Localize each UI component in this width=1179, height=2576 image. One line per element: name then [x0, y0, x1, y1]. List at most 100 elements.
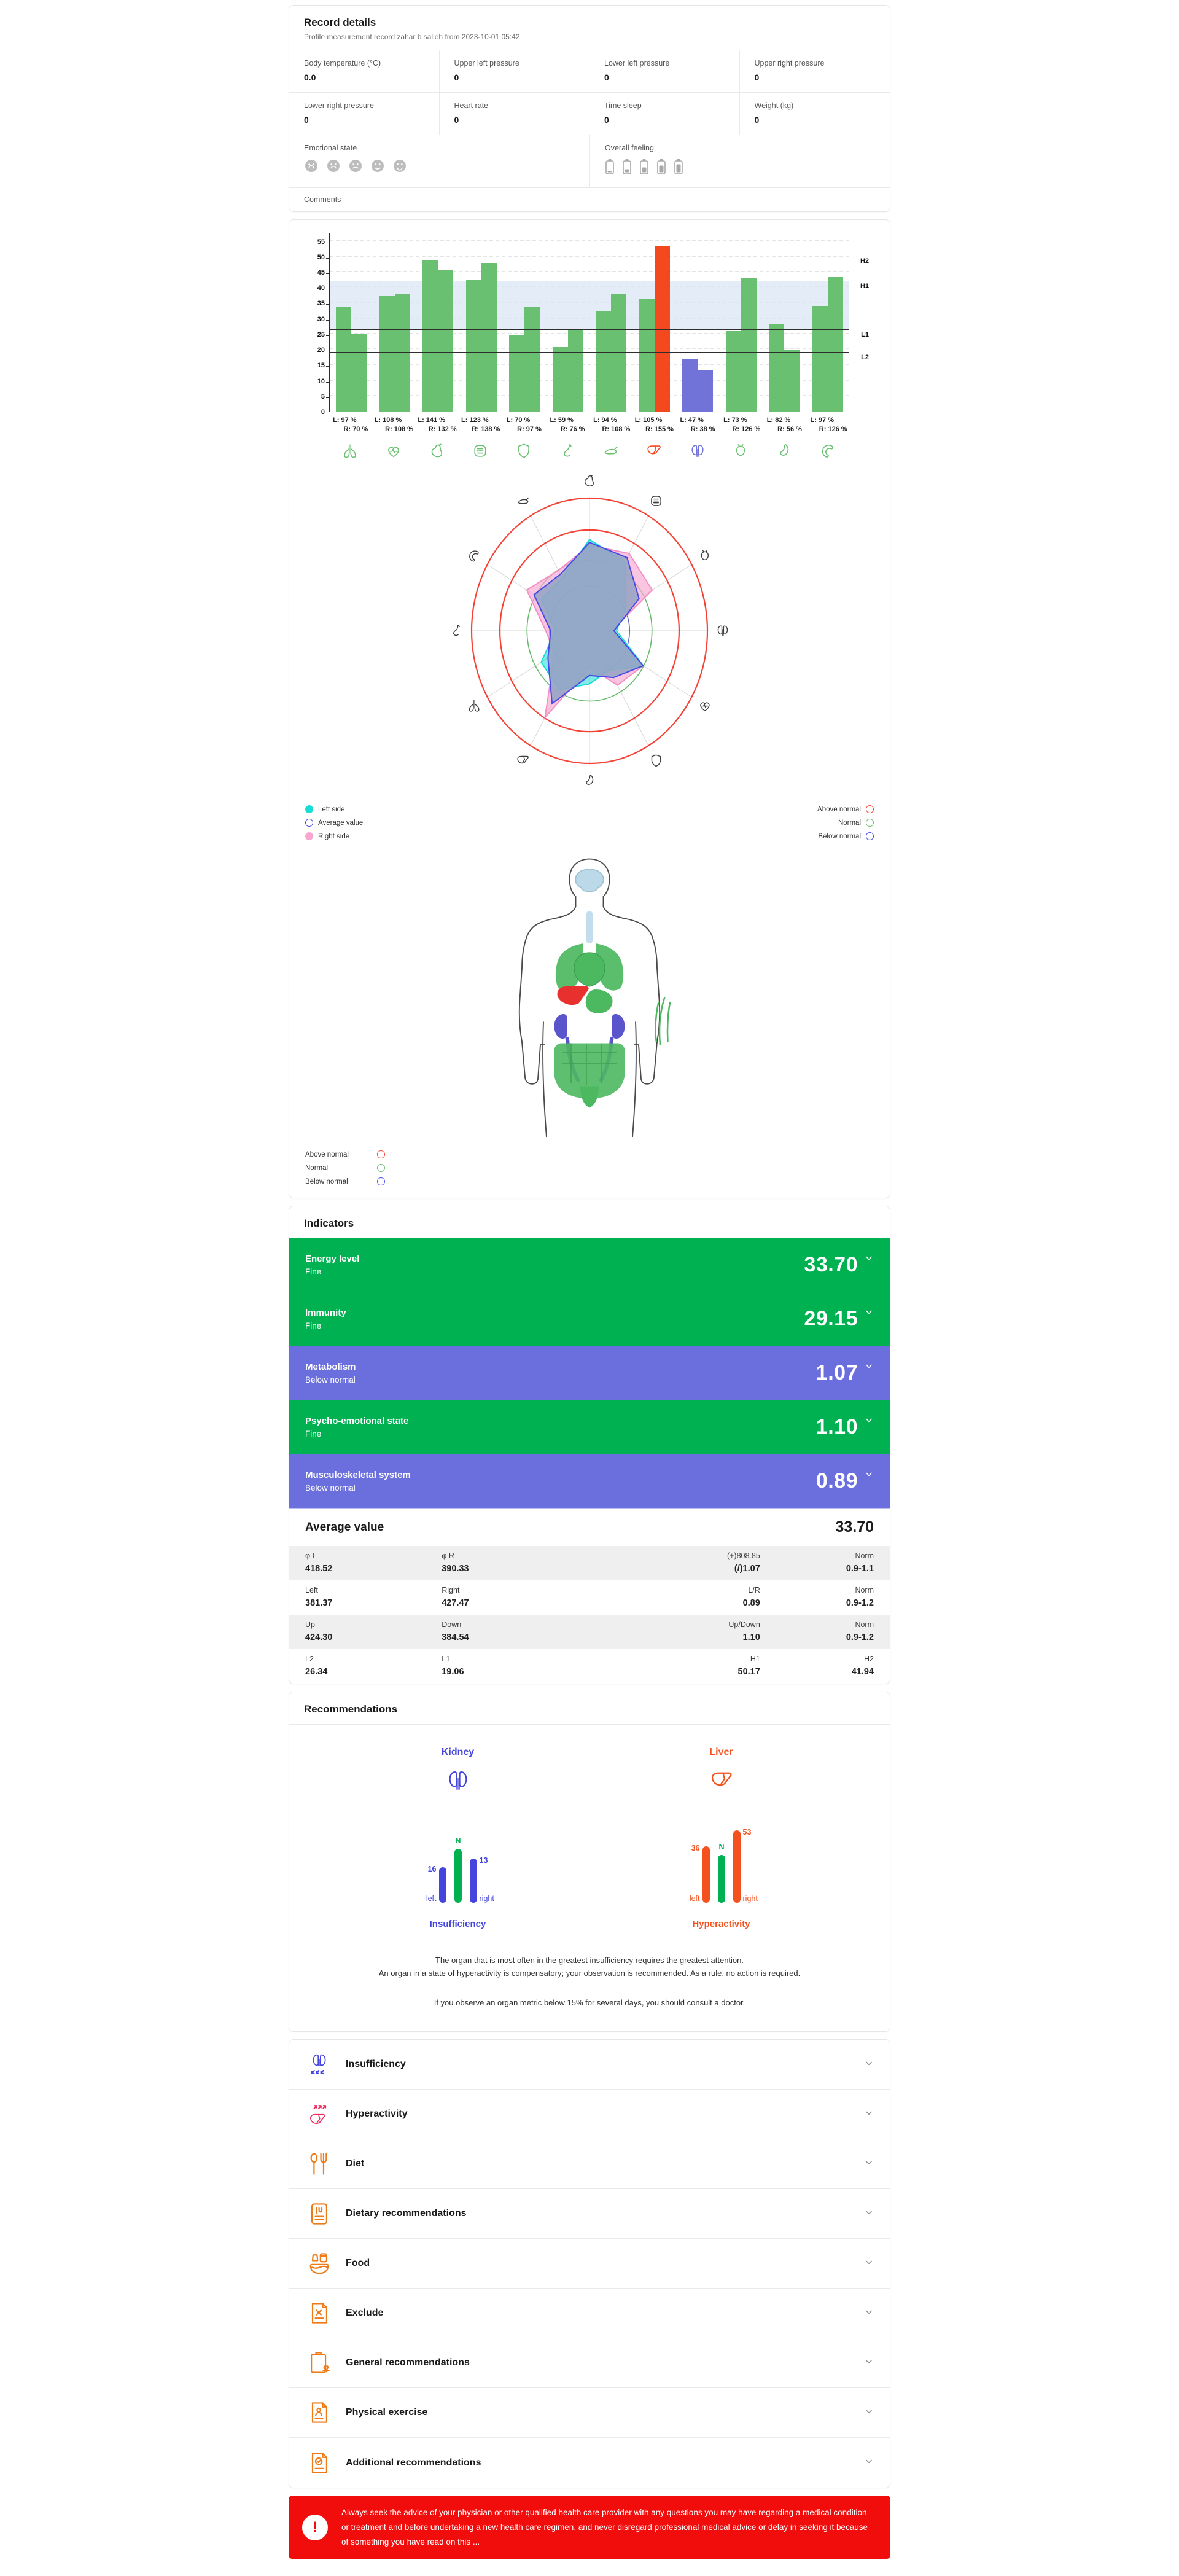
immune-system-left-bar[interactable]: [509, 335, 525, 412]
section-hyperactivity[interactable]: Hyperactivity: [289, 2090, 890, 2140]
organ-icon-cell-heart[interactable]: [415, 433, 459, 460]
stat-label: Up/Down: [728, 1620, 760, 1629]
stats-row: Left 381.37 Right 427.47 L/R 0.89 Norm 0.9-1.2: [289, 1580, 890, 1615]
organ-icon-cell-colon[interactable]: [806, 433, 849, 460]
stat-value: 0.9-1.2: [846, 1633, 874, 1642]
indicator-row-energy-level[interactable]: Energy level Fine 33.70: [289, 1238, 890, 1292]
small-intestine-left-bar[interactable]: [465, 280, 481, 412]
pancreas-left-bar[interactable]: [596, 311, 612, 412]
stats-cell: Up 424.30: [305, 1620, 442, 1642]
heart-left-bar[interactable]: [422, 259, 438, 412]
colon-left-bar[interactable]: [812, 306, 828, 412]
section-diet[interactable]: Diet: [289, 2139, 890, 2190]
lungs-left-bar[interactable]: [336, 307, 352, 412]
stat-value: 381.37: [305, 1598, 333, 1608]
chevron-down-icon: [866, 2310, 872, 2314]
battery-5-icon[interactable]: [674, 158, 683, 178]
emotion-face-4-icon[interactable]: [370, 158, 385, 176]
bladder-left-bar[interactable]: [725, 331, 741, 412]
gallbladder-left-bar[interactable]: [769, 323, 785, 412]
organ-icon-cell-lungs[interactable]: [329, 433, 372, 460]
left-percent: L: 97 %: [810, 416, 834, 424]
bladder-right-bar[interactable]: [741, 277, 757, 412]
record-details-header: Record details Profile measurement recor…: [289, 6, 890, 50]
organ-icon-cell-bladder[interactable]: [719, 433, 763, 460]
note-hyperactivity: An organ in a state of hyperactivity is …: [378, 1969, 801, 1978]
heart-right-bar[interactable]: [438, 269, 454, 412]
emotion-face-3-icon[interactable]: [348, 158, 363, 176]
kidneys-left-bar[interactable]: [682, 359, 698, 412]
left-percent: L: 59 %: [550, 416, 574, 424]
section-dietary-recommendations[interactable]: Dietary recommendations: [289, 2189, 890, 2239]
immune-system-right-bar[interactable]: [524, 307, 540, 412]
battery-1-icon[interactable]: [605, 158, 615, 178]
x-label-kidneys: L: 47 % R: 38 %: [675, 412, 719, 433]
right-percent: R: 108 %: [602, 426, 631, 433]
overall-feeling-rating[interactable]: [605, 158, 875, 178]
pancreas-right-bar[interactable]: [611, 294, 627, 412]
battery-3-icon[interactable]: [639, 158, 649, 178]
indicator-label: Metabolism: [305, 1362, 356, 1372]
organ-icon-cell-gallbladder[interactable]: [763, 433, 806, 460]
indicator-row-musculoskeletal-system[interactable]: Musculoskeletal system Below normal 0.89: [289, 1454, 890, 1509]
organ-icon-cell-liver[interactable]: [632, 433, 676, 460]
emotion-face-1-icon[interactable]: [304, 158, 319, 176]
record-field: Body temperature (°C) 0.0: [289, 50, 440, 93]
gridline: [330, 271, 849, 273]
duodenum-right-bar[interactable]: [567, 329, 583, 412]
indicator-row-psycho-emotional-state[interactable]: Psycho-emotional state Fine 1.10: [289, 1400, 890, 1454]
section-insufficiency[interactable]: Insufficiency: [289, 2040, 890, 2090]
recommendations-title: Recommendations: [304, 1703, 398, 1715]
chevron-down-icon: [866, 1418, 872, 1423]
comments-label: Comments: [304, 195, 341, 204]
left-bar-value: 16: [427, 1865, 437, 1873]
organ-icon-cell-immune-system[interactable]: [502, 433, 546, 460]
indicator-row-immunity[interactable]: Immunity Fine 29.15: [289, 1292, 890, 1346]
stats-cell: Up/Down 1.10: [578, 1620, 760, 1642]
emotion-face-2-icon[interactable]: [326, 158, 341, 176]
stat-value: 418.52: [305, 1564, 333, 1574]
colon-right-bar[interactable]: [827, 277, 843, 412]
gallbladder-right-bar[interactable]: [784, 349, 800, 412]
radar-axis-heart-icon: [584, 474, 594, 486]
bar-group-duodenum: [547, 233, 590, 412]
section-icon-box: [305, 2051, 333, 2078]
food-icon: [309, 2253, 329, 2274]
section-general-recommendations[interactable]: General recommendations: [289, 2338, 890, 2389]
cardiovascular-system-right-bar[interactable]: [394, 294, 410, 412]
organ-icon-cell-small-intestine[interactable]: [459, 433, 502, 460]
organ-icon-cell-pancreas[interactable]: [589, 433, 632, 460]
section-food[interactable]: Food: [289, 2239, 890, 2289]
indicator-row-metabolism[interactable]: Metabolism Below normal 1.07: [289, 1346, 890, 1400]
emotional-state-rating[interactable]: [304, 158, 575, 176]
small-intestine-right-bar[interactable]: [481, 262, 497, 412]
organ-icon-cell-kidneys[interactable]: [675, 433, 719, 460]
kidneys-right-bar[interactable]: [698, 369, 714, 412]
section-physical-exercise[interactable]: Physical exercise: [289, 2388, 890, 2438]
gridline: [330, 394, 849, 396]
comments-row[interactable]: Comments: [289, 187, 890, 211]
organ-mini-chart: 16 left N 13 right: [426, 1811, 494, 1903]
lungs-right-bar[interactable]: [351, 334, 367, 412]
duodenum-left-bar[interactable]: [552, 347, 568, 412]
section-additional-recommendations[interactable]: Additional recommendations: [289, 2438, 890, 2488]
section-icon-box: [305, 2300, 333, 2327]
bar-chart: 0 5 10 15 20 25 30 35 40 45 50 55 H2 H1 L1 L2 L: 97 % R:…: [289, 220, 890, 466]
indicator-value: 0.89: [815, 1469, 858, 1493]
emotion-face-5-icon[interactable]: [392, 158, 407, 176]
liver-left-bar[interactable]: [639, 298, 655, 412]
chevron-down-icon: [866, 1310, 872, 1314]
battery-2-icon[interactable]: [622, 158, 632, 178]
battery-4-icon[interactable]: [656, 158, 666, 178]
chevron-down-icon: [866, 2459, 872, 2464]
x-label-pancreas: L: 94 % R: 108 %: [589, 412, 632, 433]
stat-label: Up: [305, 1620, 315, 1629]
liver-right-bar[interactable]: [654, 246, 670, 412]
organ-icon-cell-duodenum[interactable]: [545, 433, 589, 460]
cardiovascular-system-icon: [388, 447, 399, 458]
stats-cell: (+)808.85 (/)1.07: [578, 1551, 760, 1574]
organ-icon-cell-cardiovascular-system[interactable]: [372, 433, 416, 460]
stats-cell: φ L 418.52: [305, 1551, 442, 1574]
section-exclude[interactable]: Exclude: [289, 2289, 890, 2339]
cardiovascular-system-left-bar[interactable]: [379, 295, 395, 412]
